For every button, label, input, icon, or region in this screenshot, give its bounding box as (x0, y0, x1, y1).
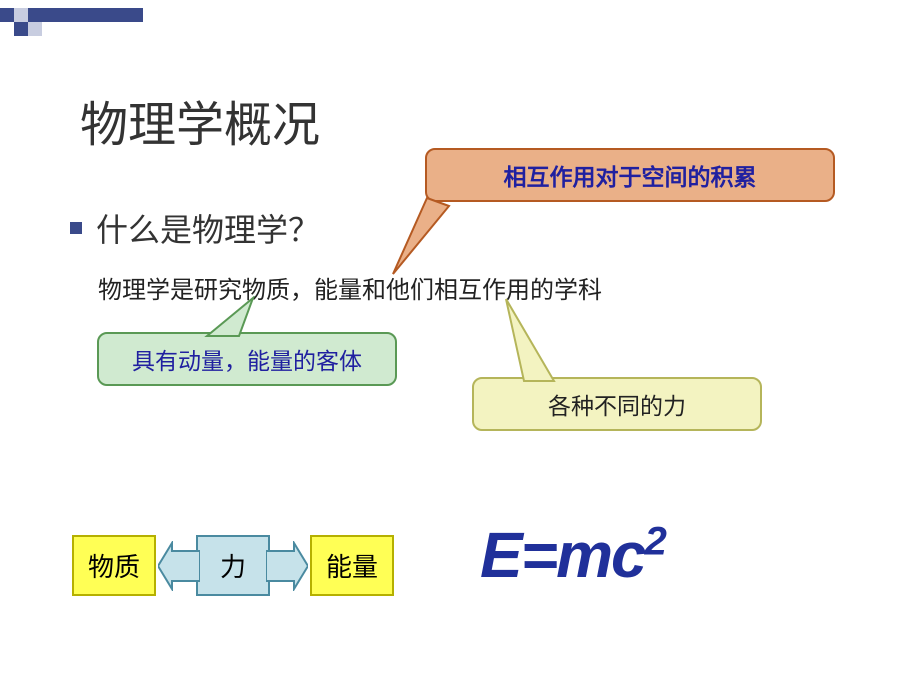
double-arrow-right-icon (266, 541, 308, 591)
box-energy: 能量 (310, 535, 394, 596)
box-matter: 物质 (72, 535, 156, 596)
double-arrow-left-icon (158, 541, 200, 591)
callout-tail-icon (504, 297, 574, 383)
bottom-relation-row: 物质 力 能量 (72, 535, 394, 596)
box-force: 力 (196, 535, 270, 596)
formula-base: E=mc (480, 519, 645, 591)
callout-label: 各种不同的力 (548, 387, 686, 421)
callout-label: 相互作用对于空间的积累 (504, 158, 757, 192)
callout-tail-icon (199, 296, 269, 338)
bullet-text: 什么是物理学？ (96, 205, 320, 251)
formula-emc2: E=mc2 (480, 518, 665, 592)
callout-interaction-space: 相互作用对于空间的积累 (425, 148, 835, 202)
bullet-marker (70, 222, 82, 234)
callout-forces: 各种不同的力 (472, 377, 762, 431)
slide-title: 物理学概况 (80, 85, 320, 155)
bullet-question: 什么是物理学？ (70, 205, 320, 251)
box-force-label: 力 (220, 553, 246, 582)
callout-matter-momentum: 具有动量，能量的客体 (97, 332, 397, 386)
callout-label: 具有动量，能量的客体 (132, 342, 362, 376)
formula-exponent: 2 (645, 520, 665, 564)
callout-tail-icon (389, 188, 469, 278)
